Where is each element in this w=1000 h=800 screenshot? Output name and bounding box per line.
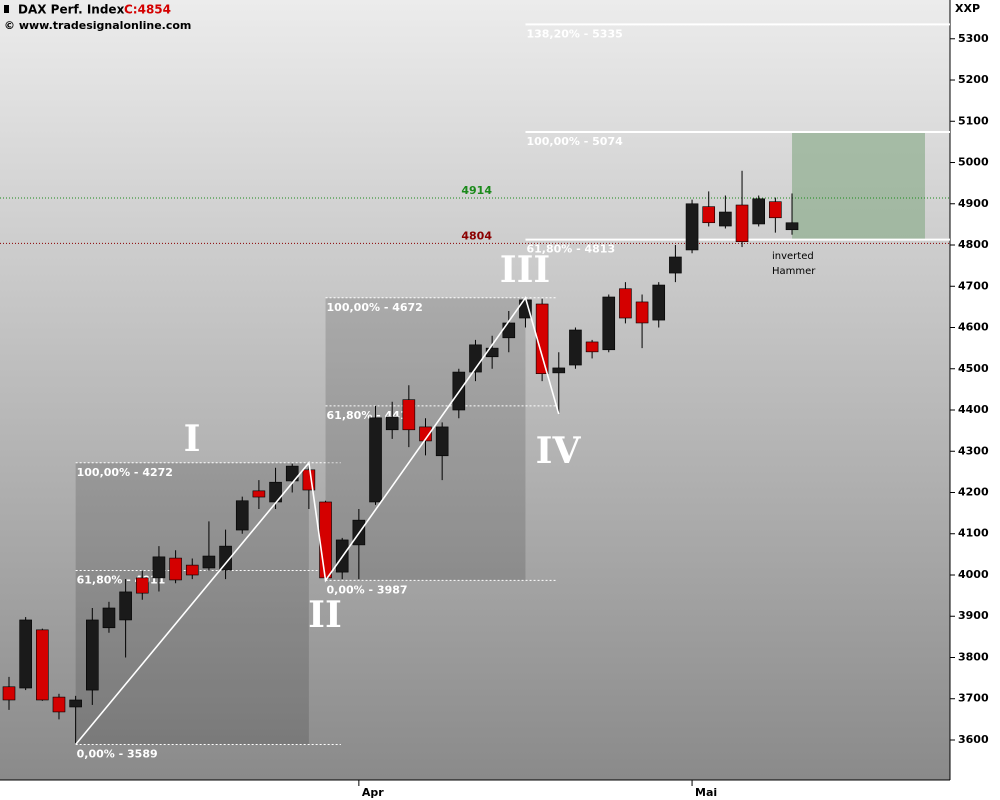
candle-body bbox=[602, 296, 616, 351]
candle-body bbox=[69, 699, 82, 708]
x-tick-label: Mai bbox=[695, 786, 717, 799]
y-tick-label: 3700 bbox=[958, 692, 989, 705]
y-tick-label: 5100 bbox=[958, 114, 989, 127]
fib-label: 0,00% - 3987 bbox=[327, 583, 408, 596]
axis-label: XXP bbox=[955, 2, 980, 15]
candle-body bbox=[435, 426, 449, 457]
candle-body bbox=[19, 619, 32, 689]
plot-background bbox=[0, 0, 950, 780]
fib-label: 61,80% - 4011 bbox=[77, 573, 166, 586]
candle-body bbox=[485, 347, 499, 358]
y-tick-label: 4200 bbox=[958, 486, 989, 499]
candle-body bbox=[685, 203, 699, 251]
candle-body bbox=[36, 629, 49, 701]
candle-body bbox=[635, 301, 649, 324]
y-tick-label: 4700 bbox=[958, 279, 989, 292]
candle-body bbox=[385, 416, 399, 431]
candle-body bbox=[2, 686, 16, 701]
wave-label: I bbox=[184, 418, 201, 460]
candle-body bbox=[669, 256, 682, 274]
candle-body bbox=[702, 206, 716, 224]
fib-label: 138,20% - 5335 bbox=[526, 27, 622, 40]
candle-body bbox=[319, 501, 332, 579]
y-tick-label: 5200 bbox=[958, 73, 989, 86]
y-tick-label: 4800 bbox=[958, 238, 989, 251]
candle-body bbox=[752, 198, 766, 225]
y-tick-label: 3600 bbox=[958, 733, 989, 746]
candle-body bbox=[219, 545, 232, 571]
reference-label: 4804 bbox=[461, 229, 492, 242]
y-tick-label: 5300 bbox=[958, 32, 989, 45]
candle-body bbox=[419, 426, 432, 442]
y-tick-label: 4300 bbox=[958, 444, 989, 457]
candle-body bbox=[169, 557, 182, 581]
wave-label: II bbox=[308, 594, 342, 636]
candle-body bbox=[402, 399, 416, 431]
candle-body bbox=[719, 211, 732, 227]
candle-body bbox=[535, 303, 549, 375]
wave-label: IV bbox=[536, 430, 582, 472]
y-tick-label: 3800 bbox=[958, 650, 989, 663]
candle-body bbox=[235, 500, 249, 531]
y-tick-label: 4900 bbox=[958, 197, 989, 210]
source: © www.tradesignalonline.com bbox=[4, 19, 191, 32]
annotation: Hammer bbox=[772, 266, 816, 277]
fib-label: 100,00% - 4672 bbox=[327, 301, 423, 314]
candle-body bbox=[785, 222, 799, 231]
candle-body bbox=[285, 465, 299, 482]
candle-body bbox=[619, 288, 632, 319]
candle-body bbox=[102, 607, 116, 629]
chart-title: DAX Perf. Index bbox=[18, 3, 125, 17]
y-tick-label: 4500 bbox=[958, 362, 989, 375]
candle-body bbox=[52, 696, 66, 713]
candle-body bbox=[502, 322, 516, 339]
candle-body bbox=[135, 577, 149, 594]
candle-body bbox=[202, 555, 216, 569]
y-tick-label: 4600 bbox=[958, 321, 989, 334]
candle-body bbox=[652, 284, 666, 321]
candle-body bbox=[152, 556, 166, 579]
annotation: inverted bbox=[772, 251, 814, 262]
candle-body bbox=[86, 619, 99, 691]
candle-body bbox=[585, 341, 599, 353]
candle-body bbox=[185, 564, 199, 576]
y-tick-label: 4100 bbox=[958, 527, 989, 540]
y-tick-label: 3900 bbox=[958, 609, 989, 622]
fib-label: 100,00% - 5074 bbox=[526, 135, 623, 148]
last-close: C:4854 bbox=[124, 3, 171, 17]
candle-body bbox=[119, 591, 132, 621]
reference-label: 4914 bbox=[461, 184, 492, 197]
fib-label: 100,00% - 4272 bbox=[77, 466, 173, 479]
fib-label: 0,00% - 3589 bbox=[77, 748, 158, 761]
x-tick-label: Apr bbox=[362, 786, 384, 799]
candle-body bbox=[569, 329, 582, 366]
candle-body bbox=[769, 201, 782, 219]
wave-label: III bbox=[500, 249, 551, 291]
fib-label: 61,80% - 4813 bbox=[526, 243, 615, 256]
candle-body bbox=[252, 490, 266, 498]
y-tick-label: 4000 bbox=[958, 568, 989, 581]
icon bbox=[4, 5, 9, 13]
wave-line bbox=[75, 295, 560, 746]
candle-body bbox=[552, 367, 566, 374]
y-tick-label: 4400 bbox=[958, 403, 989, 416]
target-zone bbox=[792, 131, 925, 240]
candle-body bbox=[735, 204, 749, 243]
candle-body bbox=[369, 417, 382, 503]
y-tick-label: 5000 bbox=[958, 156, 989, 169]
